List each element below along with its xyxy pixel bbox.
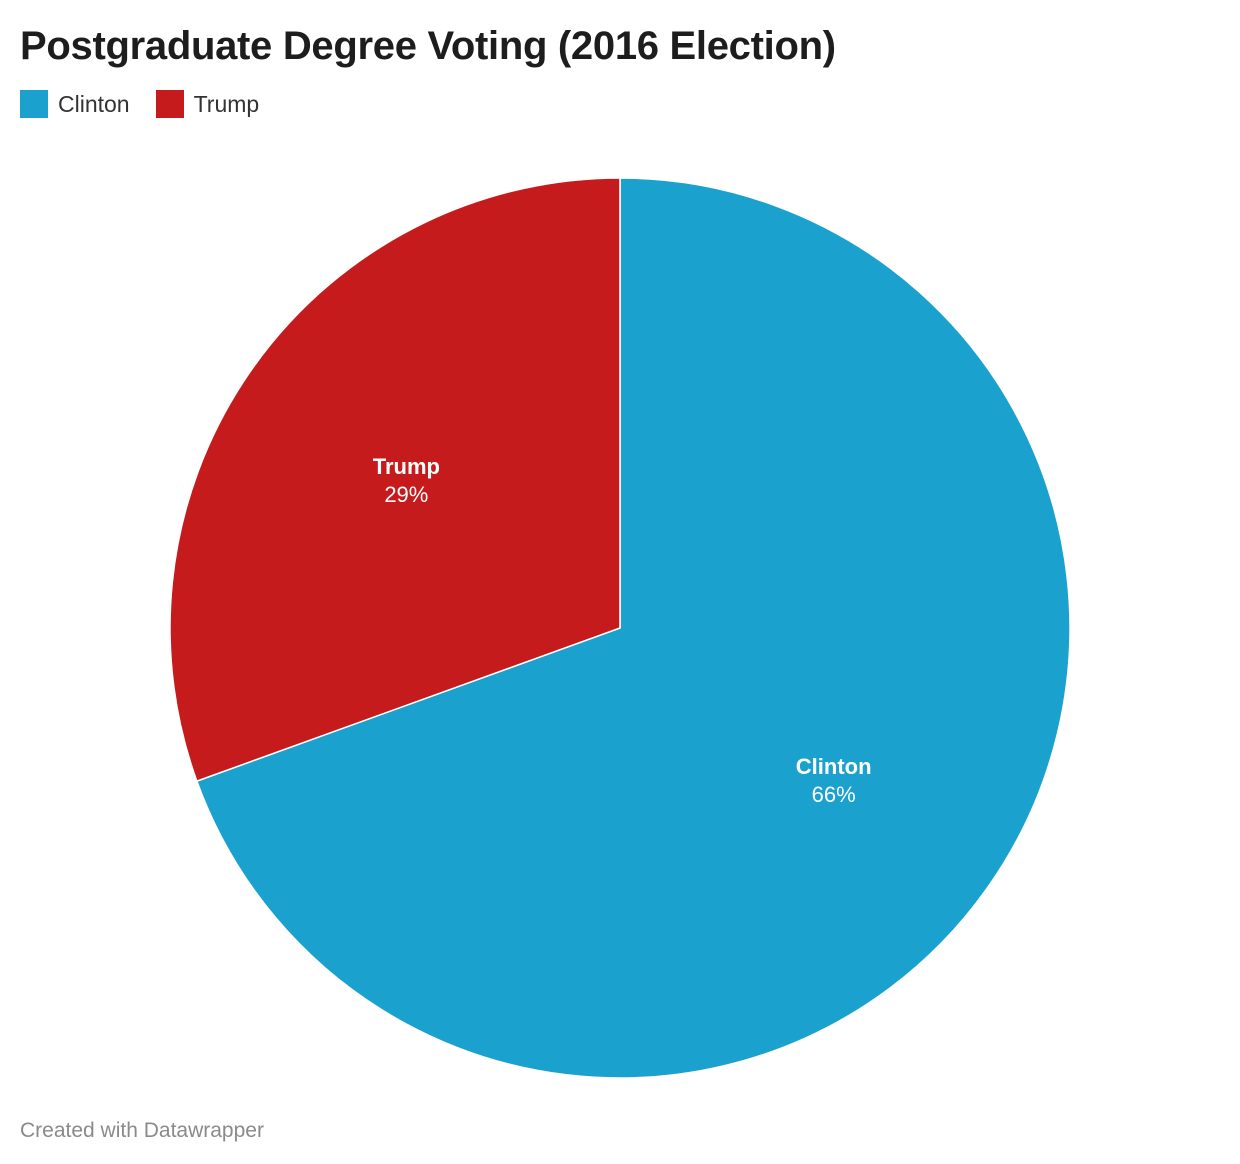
pie-labels: Clinton 66% Trump 29%	[373, 454, 872, 807]
legend-label-clinton: Clinton	[58, 91, 130, 117]
pie-slices	[169, 177, 1071, 1079]
slice-value-trump: 29%	[384, 482, 428, 507]
chart-title: Postgraduate Degree Voting (2016 Electio…	[20, 24, 836, 68]
legend-label-trump: Trump	[193, 91, 260, 117]
legend: Clinton Trump	[20, 89, 285, 119]
pie-slice-clinton	[195, 177, 1071, 1079]
legend-item-trump: Trump	[155, 90, 260, 118]
legend-item-clinton: Clinton	[20, 90, 130, 118]
slice-value-clinton: 66%	[812, 782, 856, 807]
footer-credit: Created with Datawrapper	[20, 1119, 264, 1142]
pie-slice-trump	[169, 177, 621, 783]
legend-swatch-trump	[155, 90, 184, 118]
slice-label-clinton: Clinton	[796, 754, 872, 779]
slice-label-trump: Trump	[373, 454, 440, 479]
legend-swatch-clinton	[20, 90, 48, 118]
